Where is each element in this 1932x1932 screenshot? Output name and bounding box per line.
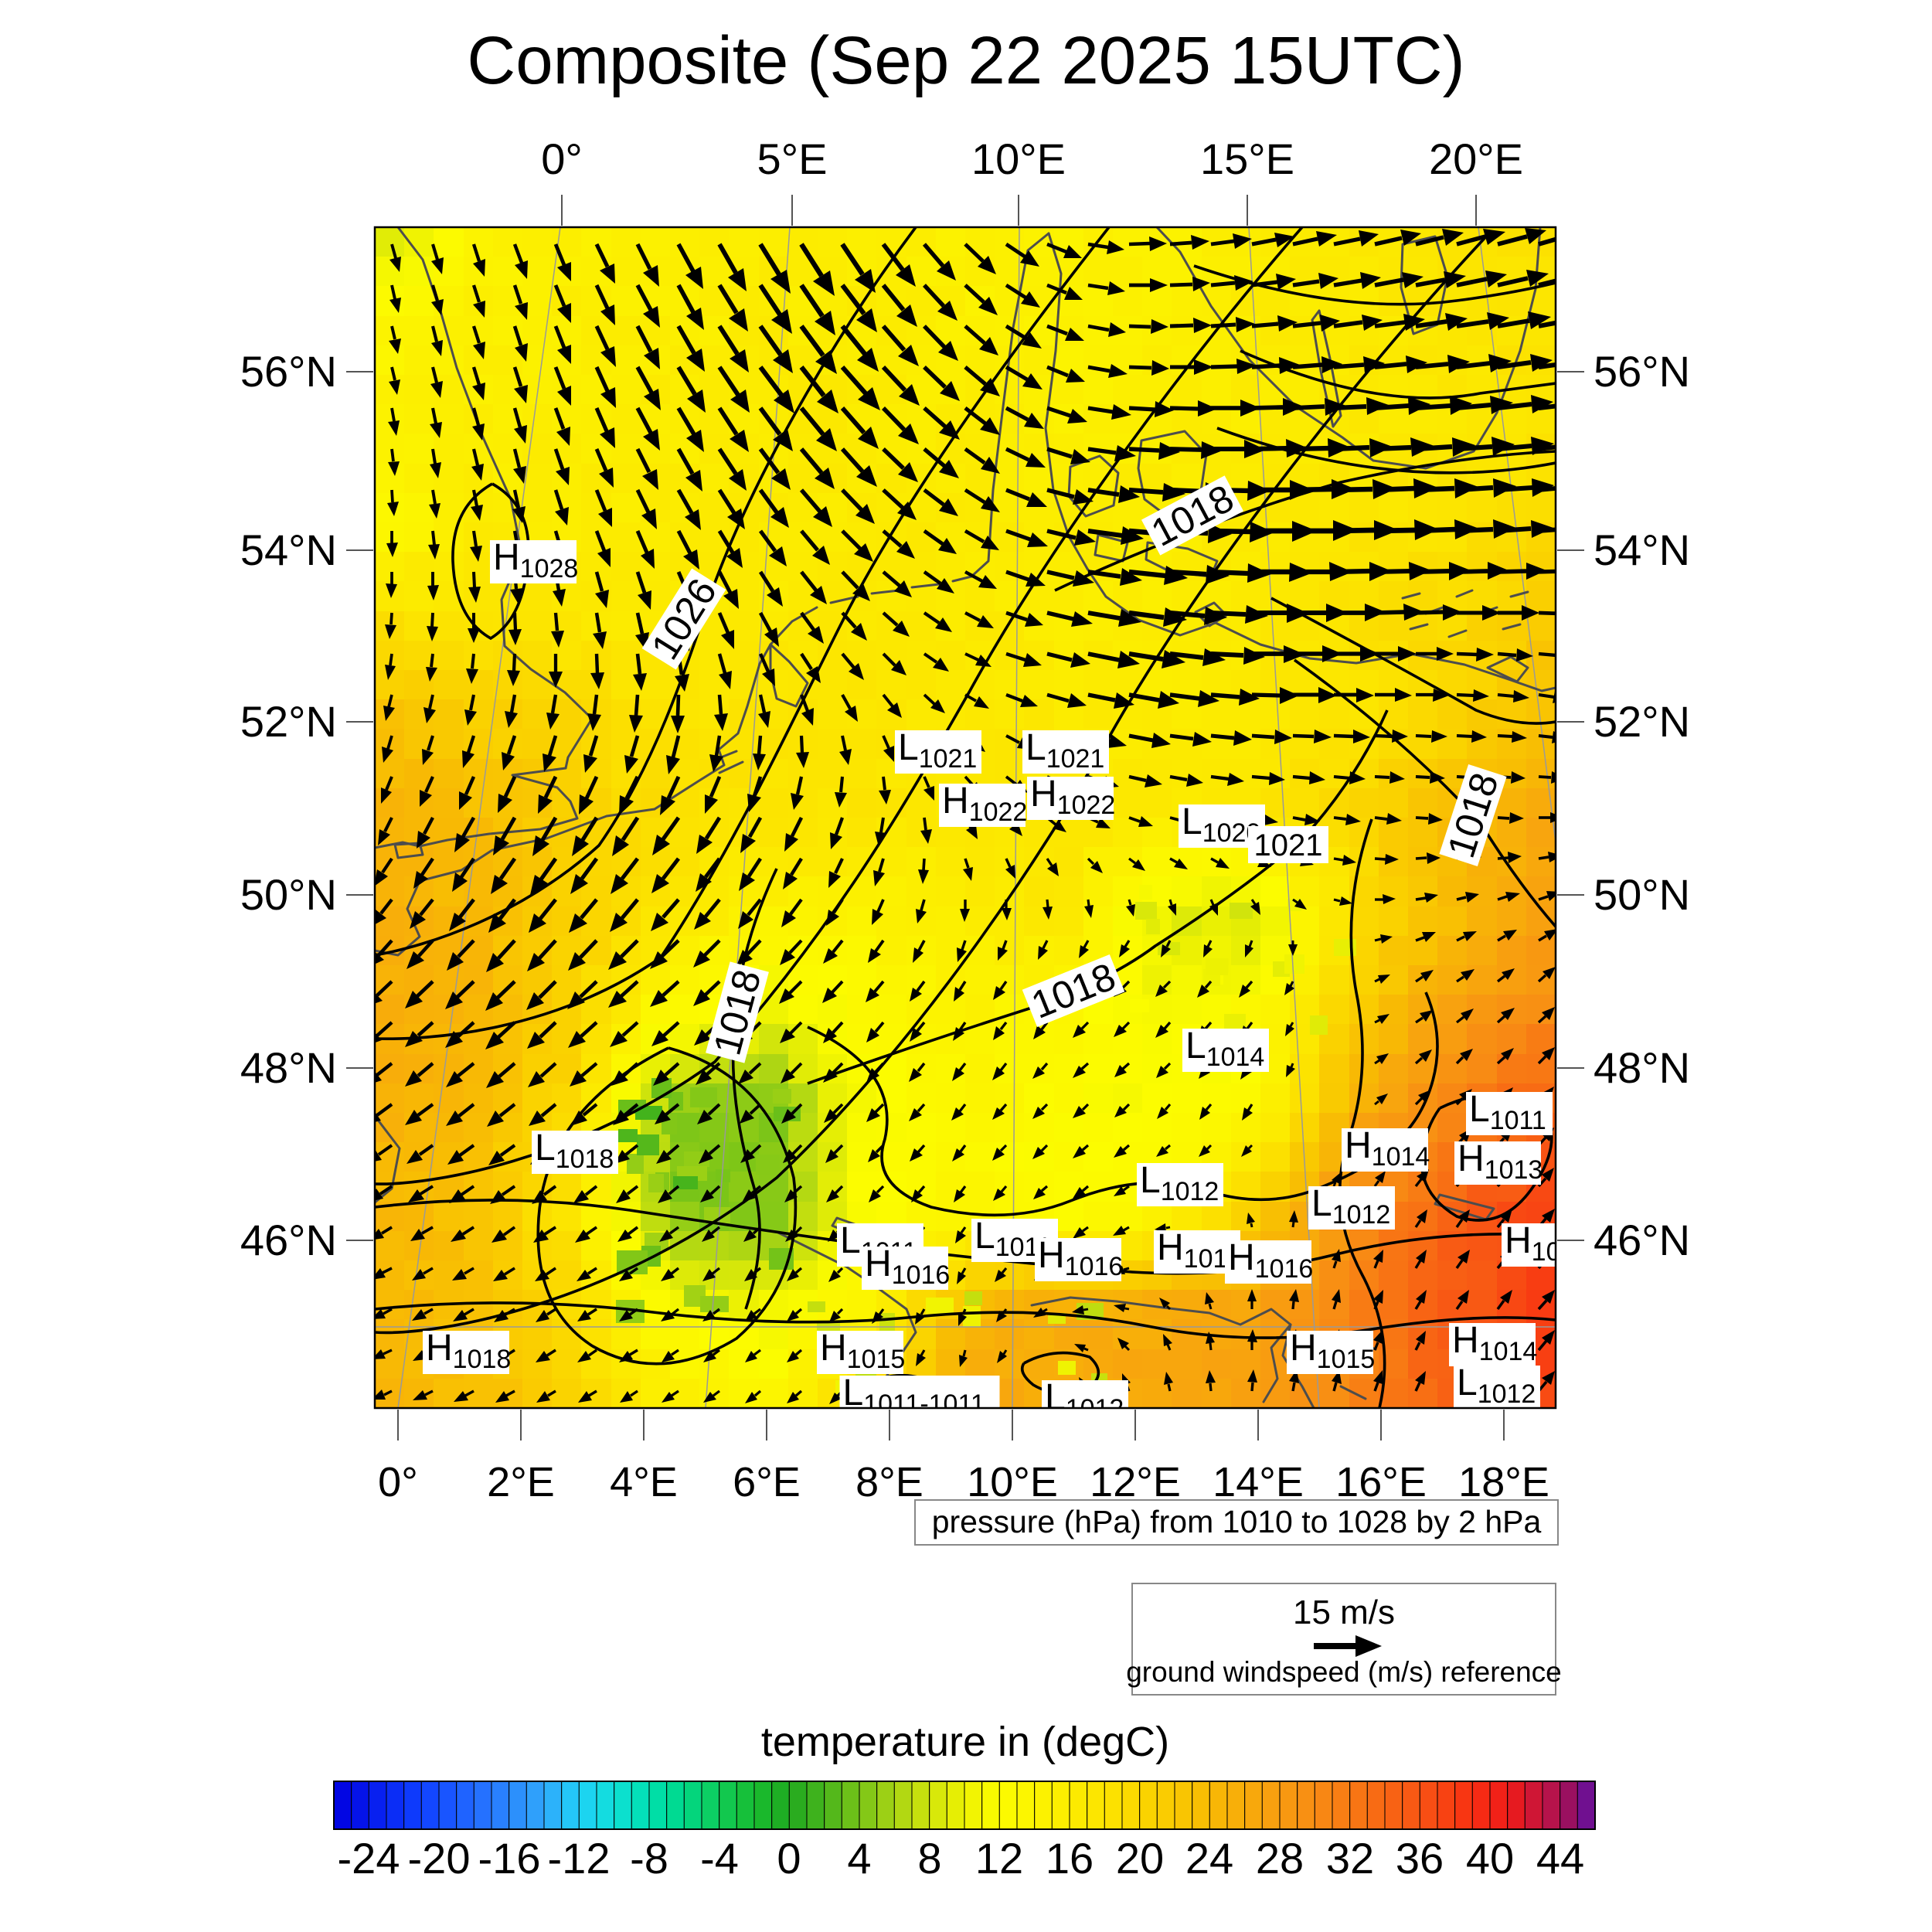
svg-text:50°N: 50°N — [1594, 870, 1690, 919]
svg-text:44: 44 — [1536, 1834, 1584, 1883]
svg-text:8: 8 — [917, 1834, 941, 1883]
svg-text:-8: -8 — [630, 1834, 668, 1883]
svg-text:52°N: 52°N — [240, 697, 337, 746]
svg-text:54°N: 54°N — [240, 526, 337, 574]
svg-text:10°E: 10°E — [967, 1459, 1058, 1505]
svg-text:8°E: 8°E — [855, 1459, 923, 1505]
svg-text:temperature in (degC): temperature in (degC) — [761, 1719, 1169, 1765]
svg-text:20°E: 20°E — [1429, 134, 1523, 183]
svg-text:24: 24 — [1185, 1834, 1233, 1883]
svg-text:48°N: 48°N — [1594, 1043, 1690, 1092]
svg-text:Composite (Sep 22 2025 15UTC): Composite (Sep 22 2025 15UTC) — [467, 23, 1464, 98]
svg-text:1021: 1021 — [1254, 828, 1323, 862]
svg-text:5°E: 5°E — [757, 134, 828, 183]
svg-text:ground windspeed (m/s) referen: ground windspeed (m/s) reference — [1126, 1656, 1562, 1688]
svg-text:46°N: 46°N — [240, 1216, 337, 1264]
svg-text:pressure (hPa) from 1010 to 10: pressure (hPa) from 1010 to 1028 by 2 hP… — [932, 1504, 1542, 1539]
svg-text:0: 0 — [777, 1834, 801, 1883]
svg-text:48°N: 48°N — [240, 1043, 337, 1092]
svg-text:2°E: 2°E — [487, 1459, 555, 1505]
svg-text:14°E: 14°E — [1213, 1459, 1304, 1505]
svg-text:6°E: 6°E — [733, 1459, 801, 1505]
svg-text:50°N: 50°N — [240, 870, 337, 919]
svg-text:4: 4 — [847, 1834, 871, 1883]
svg-text:54°N: 54°N — [1594, 526, 1690, 574]
svg-text:40: 40 — [1466, 1834, 1514, 1883]
svg-text:15°E: 15°E — [1200, 134, 1294, 183]
svg-text:16°E: 16°E — [1335, 1459, 1427, 1505]
svg-text:12°E: 12°E — [1090, 1459, 1181, 1505]
svg-text:-12: -12 — [548, 1834, 611, 1883]
svg-text:16: 16 — [1046, 1834, 1094, 1883]
svg-text:-4: -4 — [700, 1834, 739, 1883]
svg-text:32: 32 — [1326, 1834, 1374, 1883]
svg-text:56°N: 56°N — [1594, 347, 1690, 396]
svg-text:20: 20 — [1116, 1834, 1164, 1883]
svg-text:46°N: 46°N — [1594, 1216, 1690, 1264]
svg-text:28: 28 — [1256, 1834, 1304, 1883]
svg-text:36: 36 — [1396, 1834, 1444, 1883]
svg-text:12: 12 — [975, 1834, 1023, 1883]
svg-text:H1014: H1014 — [1345, 1125, 1430, 1172]
svg-text:15 m/s: 15 m/s — [1293, 1594, 1395, 1631]
svg-text:56°N: 56°N — [240, 347, 337, 396]
svg-text:-24: -24 — [338, 1834, 400, 1883]
svg-text:4°E: 4°E — [610, 1459, 678, 1505]
svg-text:-20: -20 — [408, 1834, 471, 1883]
svg-text:-16: -16 — [478, 1834, 541, 1883]
svg-text:0°: 0° — [541, 134, 583, 183]
svg-text:0°: 0° — [378, 1459, 418, 1505]
svg-text:18°E: 18°E — [1458, 1459, 1549, 1505]
svg-text:52°N: 52°N — [1594, 697, 1690, 746]
svg-text:10°E: 10°E — [971, 134, 1066, 183]
